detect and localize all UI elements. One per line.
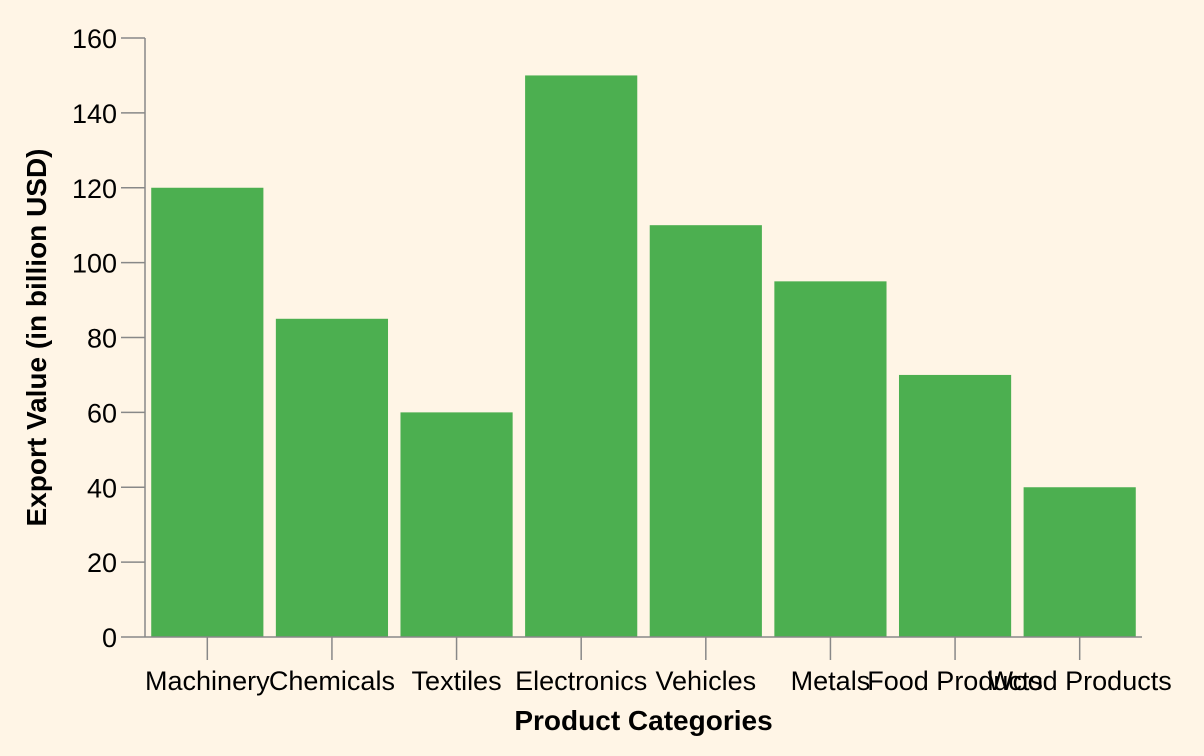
bar-metals xyxy=(774,281,887,637)
y-tick-label: 100 xyxy=(72,249,117,279)
bars-group xyxy=(151,75,1136,637)
y-tick-label: 140 xyxy=(72,99,117,129)
x-tick-label: Textiles xyxy=(412,666,502,696)
x-tick-label: Wood Products xyxy=(988,666,1172,696)
y-tick-label: 160 xyxy=(72,24,117,54)
x-tick-label: Machinery xyxy=(145,666,270,696)
x-tick-label: Food Products xyxy=(867,666,1043,696)
x-tick-label: Metals xyxy=(791,666,871,696)
x-axis: Machinery Chemicals Textiles Electronics Veh… xyxy=(145,636,1172,696)
y-tick-label: 40 xyxy=(87,473,117,503)
x-tick-label: Chemicals xyxy=(269,666,395,696)
bar-vehicles xyxy=(649,225,762,637)
bar-food-products xyxy=(898,374,1012,637)
bar-electronics xyxy=(525,75,638,637)
y-tick-label: 0 xyxy=(102,623,117,653)
y-tick-label: 120 xyxy=(72,174,117,204)
y-tick-label: 60 xyxy=(87,398,117,428)
x-axis-title: Product Categories xyxy=(514,705,772,736)
bar-machinery xyxy=(151,187,264,637)
y-tick-label: 80 xyxy=(87,324,117,354)
x-tick-label: Vehicles xyxy=(656,666,757,696)
x-tick-label: Electronics xyxy=(515,666,647,696)
y-axis: 0 20 40 60 80 100 120 140 160 xyxy=(72,24,146,653)
bar-chemicals xyxy=(275,318,389,637)
y-axis-title: Export Value (in billion USD) xyxy=(21,148,52,526)
bar-wood-products xyxy=(1023,487,1136,637)
y-tick-label: 20 xyxy=(87,548,117,578)
bar-textiles xyxy=(400,412,513,637)
